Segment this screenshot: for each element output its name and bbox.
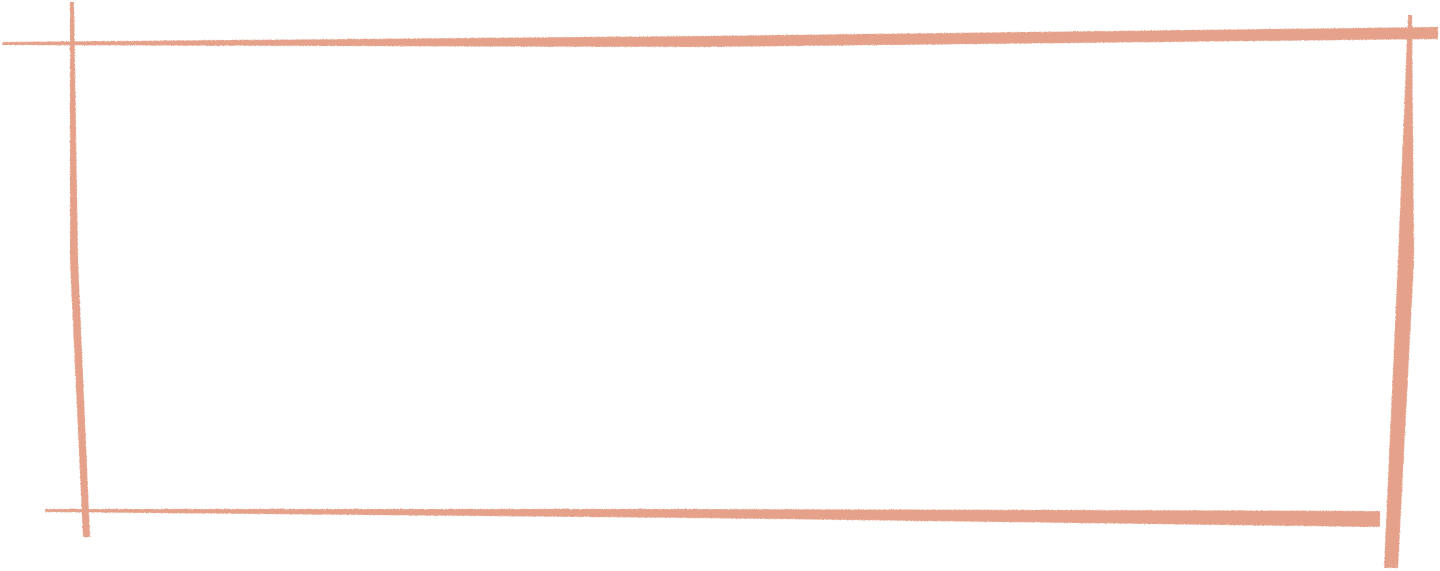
frame-top-stroke (2, 27, 1438, 47)
frame-bottom-stroke (45, 509, 1380, 527)
frame-right-stroke (1384, 15, 1414, 568)
frame-left-stroke (70, 2, 90, 537)
